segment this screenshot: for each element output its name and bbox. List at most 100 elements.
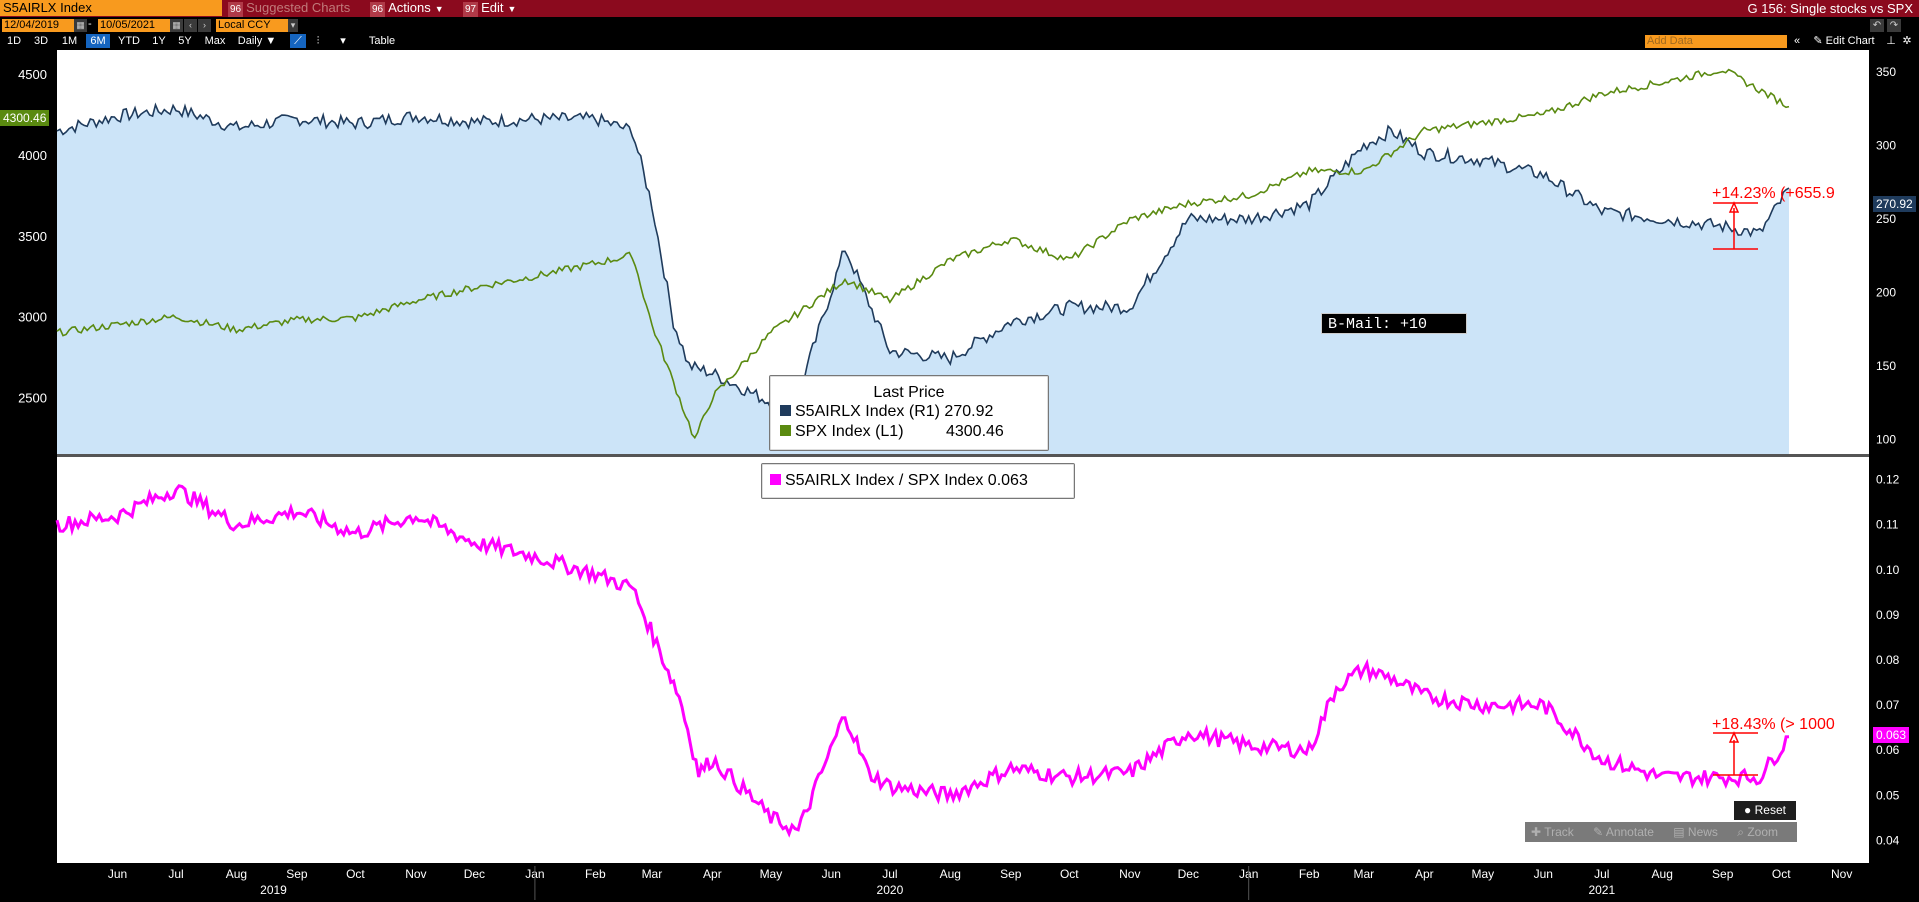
- edit-label: Edit: [481, 0, 504, 15]
- range-6m-button[interactable]: 6M: [86, 34, 110, 48]
- collapse-icon[interactable]: «: [1793, 35, 1801, 47]
- ratio-legend-value: 0.063: [987, 472, 1028, 489]
- news-button[interactable]: ▤ News: [1673, 825, 1718, 839]
- legend-airline-name: S5AIRLX Index: [795, 403, 905, 420]
- x-axis-tick: Sep: [1000, 867, 1022, 881]
- suggested-charts-menu[interactable]: 96 Suggested Charts: [228, 0, 350, 18]
- range-1d-button[interactable]: 1D: [6, 35, 22, 47]
- legend-spx-name: SPX Index: [795, 423, 871, 440]
- ratio-series-line: [55, 484, 1790, 838]
- ticker-input[interactable]: S5AIRLX Index: [0, 0, 222, 16]
- range-max-button[interactable]: Max: [204, 35, 226, 47]
- chevron-left-icon[interactable]: ‹: [184, 19, 197, 32]
- x-axis-tick: Mar: [642, 867, 663, 881]
- ratio-axis-tick: 0.11: [1876, 518, 1899, 532]
- pin-icon[interactable]: ⊥: [1886, 35, 1896, 47]
- edit-menu[interactable]: 97 Edit ▼: [463, 0, 517, 18]
- x-axis-tick: Sep: [1712, 867, 1734, 881]
- x-axis-tick: Apr: [1415, 867, 1434, 881]
- calendar-icon[interactable]: ▦: [170, 19, 183, 32]
- x-axis-tick: Sep: [286, 867, 308, 881]
- actions-number: 96: [370, 2, 386, 18]
- pencil-icon: ✎: [1593, 825, 1604, 839]
- ratio-axis-tick: 0.12: [1876, 473, 1900, 487]
- ratio-swatch: [770, 474, 781, 485]
- chevron-right-icon[interactable]: ›: [198, 19, 211, 32]
- x-axis-tick: Mar: [1353, 867, 1374, 881]
- left-axis-tick: 4500: [18, 67, 47, 82]
- chevron-down-icon: ▼: [434, 4, 444, 14]
- range-1m-button[interactable]: 1M: [61, 35, 78, 47]
- x-axis-tick: Oct: [1060, 867, 1079, 881]
- x-axis-tick: Jun: [822, 867, 841, 881]
- ratio-axis-tick: 0.08: [1876, 653, 1900, 667]
- news-icon: ▤: [1673, 825, 1685, 839]
- right-axis-tick: 100: [1876, 432, 1896, 446]
- ratio-axis-tick: 0.04: [1876, 833, 1900, 847]
- line-chart-icon[interactable]: ⟋: [290, 34, 306, 48]
- plus-icon: ✚: [1531, 825, 1542, 839]
- x-axis-tick: Feb: [1299, 867, 1320, 881]
- ratio-last-badge: 0.063: [1873, 727, 1910, 743]
- range-1y-button[interactable]: 1Y: [152, 35, 166, 47]
- x-axis-tick: Nov: [405, 867, 426, 881]
- chevron-down-icon[interactable]: ▾: [288, 19, 298, 32]
- end-date-input[interactable]: 10/05/2021: [98, 19, 170, 32]
- redo-icon[interactable]: ↷: [1887, 19, 1901, 32]
- frequency-select[interactable]: Daily ▼: [236, 34, 278, 48]
- chevron-down-icon[interactable]: ▾: [340, 35, 346, 47]
- range-3d-button[interactable]: 3D: [33, 35, 49, 47]
- calendar-icon[interactable]: ▦: [74, 19, 87, 32]
- chevron-down-icon: ▼: [507, 4, 517, 14]
- edit-number: 97: [463, 2, 479, 18]
- chevron-down-icon: ▼: [265, 35, 277, 47]
- gear-icon[interactable]: ✲: [1902, 35, 1912, 47]
- page-title: G 156: Single stocks vs SPX: [1747, 1, 1913, 16]
- x-axis-tick: Oct: [1772, 867, 1791, 881]
- reset-button[interactable]: ● Reset: [1734, 801, 1796, 820]
- panel-divider[interactable]: [57, 454, 1869, 457]
- suggested-charts-number: 96: [228, 2, 244, 18]
- range-row: [0, 34, 1919, 49]
- track-label: Track: [1544, 825, 1574, 839]
- x-axis-tick: Jul: [882, 867, 897, 881]
- zoom-icon: ⌕: [1737, 825, 1744, 839]
- ratio-chart-panel[interactable]: [57, 457, 1869, 863]
- range-ytd-button[interactable]: YTD: [118, 35, 140, 47]
- x-axis-tick: Jul: [1594, 867, 1609, 881]
- currency-select[interactable]: Local CCY: [216, 19, 290, 32]
- track-button[interactable]: ✚ Track: [1531, 825, 1574, 839]
- legend-airline-axis: (R1): [908, 403, 940, 420]
- annotate-button[interactable]: ✎ Annotate: [1593, 825, 1654, 839]
- zoom-label: Zoom: [1747, 825, 1779, 839]
- top-change-annotation: +14.23% (+655.9: [1712, 185, 1835, 250]
- news-label: News: [1687, 825, 1718, 839]
- undo-icon[interactable]: ↶: [1870, 19, 1884, 32]
- chart-tools-bar: ✚ Track ✎ Annotate ▤ News ⌕ Zoom: [1525, 822, 1797, 842]
- edit-chart-button[interactable]: ✎ Edit Chart: [1808, 34, 1880, 48]
- legend-airline-value: 270.92: [944, 403, 994, 420]
- date-separator: -: [88, 18, 92, 30]
- add-data-input[interactable]: Add Data: [1645, 35, 1787, 48]
- table-button[interactable]: Table: [368, 35, 396, 47]
- ratio-legend[interactable]: S5AIRLX Index / SPX Index 0.063: [761, 463, 1075, 499]
- range-5y-button[interactable]: 5Y: [178, 35, 192, 47]
- legend-title: Last Price: [873, 384, 945, 401]
- legend-spx-value: 4300.46: [945, 423, 1004, 440]
- last-price-legend[interactable]: Last Price S5AIRLX Index (R1) 270.92 SPX…: [769, 375, 1049, 451]
- x-axis-tick: Jun: [1534, 867, 1553, 881]
- x-axis-tick: Dec: [1178, 867, 1199, 881]
- bmail-note[interactable]: B-Mail: +10: [1321, 313, 1467, 334]
- start-date-input[interactable]: 12/04/2019: [2, 19, 74, 32]
- airline-series-line: [56, 102, 1790, 411]
- bar-chart-icon[interactable]: ⫶: [316, 35, 320, 47]
- actions-menu[interactable]: 96 Actions ▼: [370, 0, 444, 18]
- bottom-change-label: +18.43% (> 1000: [1712, 716, 1835, 733]
- left-axis-tick: 3500: [18, 229, 47, 244]
- zoom-button[interactable]: ⌕ Zoom: [1737, 825, 1778, 839]
- x-axis-tick: Aug: [1652, 867, 1673, 881]
- ratio-legend-name: S5AIRLX Index / SPX Index: [785, 472, 984, 489]
- ratio-legend-row: S5AIRLX Index / SPX Index 0.063: [762, 472, 1028, 489]
- actions-label: Actions: [388, 0, 431, 15]
